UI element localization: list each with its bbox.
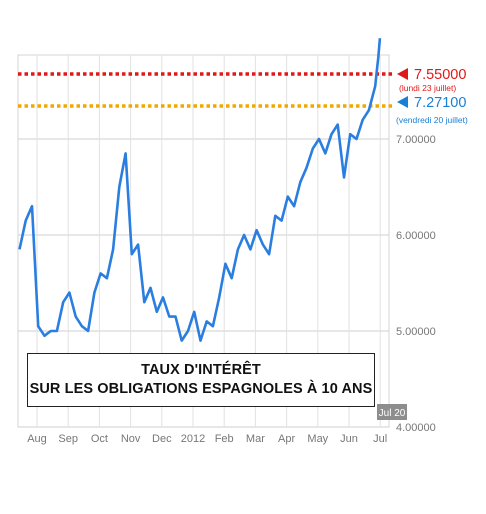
y-tick-label: 6.00000: [396, 230, 436, 242]
y-tick-label: 7.00000: [396, 134, 436, 146]
y-tick-label: 4.00000: [396, 422, 436, 434]
x-tick-label: Apr: [278, 433, 295, 445]
current-date-badge-bg: [377, 404, 407, 420]
reference-value-lundi: 7.55000: [414, 67, 466, 83]
x-tick-label: May: [307, 433, 328, 445]
reference-label-lundi: 7.55000(lundi 23 juillet): [397, 67, 466, 93]
reference-label-vendredi: 7.27100 (vendredi 20 juillet): [396, 95, 468, 125]
x-tick-label: 2012: [181, 433, 205, 445]
x-tick-label: Aug: [27, 433, 47, 445]
y-tick-label: 5.00000: [396, 326, 436, 338]
x-tick-label: Feb: [215, 433, 234, 445]
x-tick-label: Sep: [58, 433, 78, 445]
x-tick-label: Oct: [91, 433, 108, 445]
series-layer: [18, 38, 382, 342]
reference-labels: 7.55000(lundi 23 juillet) 7.27100 (vendred…: [396, 67, 468, 125]
red-triangle-icon: [397, 68, 408, 80]
current-date-badge: Jul 20: [377, 404, 407, 420]
x-tick-label: Dec: [152, 433, 172, 445]
x-tick-label: Mar: [246, 433, 265, 445]
current-date-label: Jul 20: [379, 408, 406, 419]
series-line: [18, 38, 382, 342]
blue-triangle-icon: [397, 96, 408, 108]
y-axis-ticks: 4.00000 5.00000 6.00000 7.00000: [396, 134, 436, 434]
reference-date-lundi: (lundi 23 juillet): [399, 83, 456, 93]
chart-caption-box: TAUX D'INTÉRÊT SUR LES OBLIGATIONS ESPAG…: [27, 353, 375, 407]
chart-title-line-1: TAUX D'INTÉRÊT: [141, 362, 261, 378]
reference-value-vendredi: 7.27100: [414, 95, 466, 111]
x-tick-label: Jul: [373, 433, 387, 445]
reference-date-vendredi: (vendredi 20 juillet): [396, 115, 468, 125]
x-tick-label: Nov: [121, 433, 141, 445]
chart-title-line-2: SUR LES OBLIGATIONS ESPAGNOLES À 10 ANS: [29, 381, 373, 397]
x-axis-ticks: Aug Sep Oct Nov Dec 2012 Feb Mar Apr May Jun Jul Jul…: [27, 404, 407, 445]
x-tick-label: Jun: [340, 433, 358, 445]
